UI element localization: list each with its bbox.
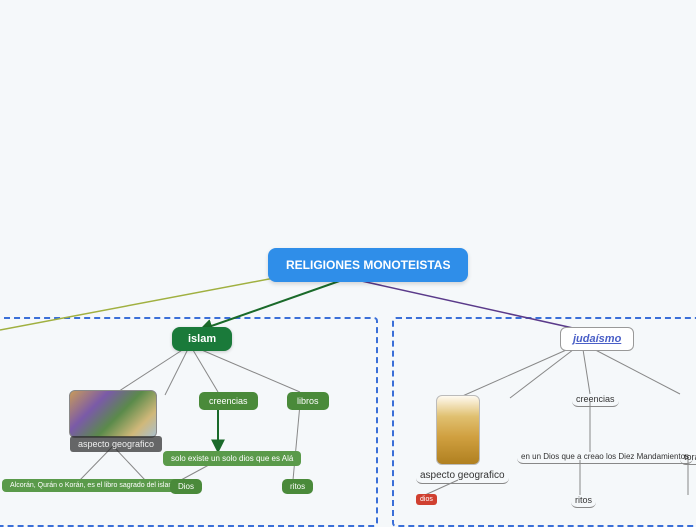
judaism-dios[interactable]: dios (416, 494, 437, 505)
islam-libros[interactable]: libros (287, 392, 329, 410)
islam-alcoran: Alcorán, Qurán o Korán, es el libro sagr… (2, 479, 182, 492)
islam-creencias[interactable]: creencias (199, 392, 258, 410)
islam-solo-dios: solo existe un solo dios que es Alá (163, 451, 301, 466)
judaism-aspect-label: aspecto geografico (416, 468, 509, 484)
judaism-ritos[interactable]: ritos (571, 493, 596, 508)
islam-dios[interactable]: Dios (170, 479, 202, 494)
islam-aspect-label: aspecto geografico (70, 436, 162, 452)
judaism-mandamientos: en un Dios que a creao los Diez Mandamie… (517, 450, 693, 464)
judaism-creencias[interactable]: creencias (572, 392, 619, 407)
islam-map-image (69, 390, 157, 438)
judaism-map-image (436, 395, 480, 465)
islam-ritos[interactable]: ritos (282, 479, 313, 494)
root-node[interactable]: RELIGIONES MONOTEISTAS (268, 248, 468, 282)
islam-node[interactable]: islam (172, 327, 232, 351)
judaism-tora[interactable]: tora (680, 450, 696, 465)
judaism-node[interactable]: judaísmo (560, 327, 634, 351)
